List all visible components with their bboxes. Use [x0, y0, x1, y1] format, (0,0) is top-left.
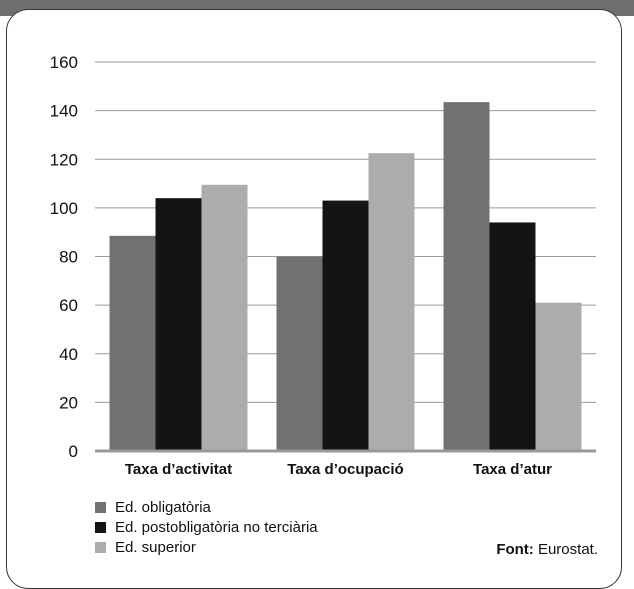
legend-swatch [95, 501, 106, 513]
y-tick-label: 120 [50, 150, 78, 169]
y-axis-ticks: 0 20 40 60 80 100 120 140 160 [50, 53, 78, 461]
y-tick-label: 40 [59, 345, 78, 364]
legend: Ed. obligatòria Ed. postobligatòria no te… [95, 497, 318, 557]
legend-item: Ed. postobligatòria no terciària [95, 517, 318, 537]
legend-label: Ed. superior [115, 538, 196, 556]
y-tick-label: 60 [59, 296, 78, 315]
bar-1-1 [109, 235, 156, 451]
bar-3-2 [368, 153, 415, 451]
y-tick-label: 100 [50, 199, 78, 218]
x-tick-label: Taxa d’activitat [125, 461, 232, 478]
bar-3-3 [535, 302, 582, 451]
bar-2-3 [489, 222, 536, 451]
bar-1-3 [443, 102, 490, 451]
legend-swatch [95, 521, 106, 533]
bar-2-1 [155, 198, 202, 451]
bar-2-2 [322, 200, 369, 451]
legend-item: Ed. obligatòria [95, 497, 318, 517]
bars [109, 102, 582, 451]
legend-label: Ed. obligatòria [115, 498, 211, 516]
legend-label: Ed. postobligatòria no terciària [115, 518, 318, 536]
y-tick-label: 20 [59, 393, 78, 412]
y-tick-label: 80 [59, 248, 78, 267]
x-tick-label: Taxa d’ocupació [287, 461, 403, 478]
source-text: Eurostat. [533, 541, 598, 558]
y-tick-label: 0 [69, 442, 78, 461]
x-axis-ticks: Taxa d’activitat Taxa d’ocupació Taxa d’at… [125, 461, 552, 478]
y-tick-label: 140 [50, 102, 78, 121]
bar-3-1 [201, 184, 248, 451]
legend-swatch [95, 541, 106, 553]
x-tick-label: Taxa d’atur [473, 461, 552, 478]
source-note: Font: Eurostat. [496, 541, 598, 558]
legend-item: Ed. superior [95, 537, 318, 557]
y-tick-label: 160 [50, 53, 78, 72]
source-label: Font: [496, 541, 534, 558]
bar-1-2 [276, 256, 323, 451]
